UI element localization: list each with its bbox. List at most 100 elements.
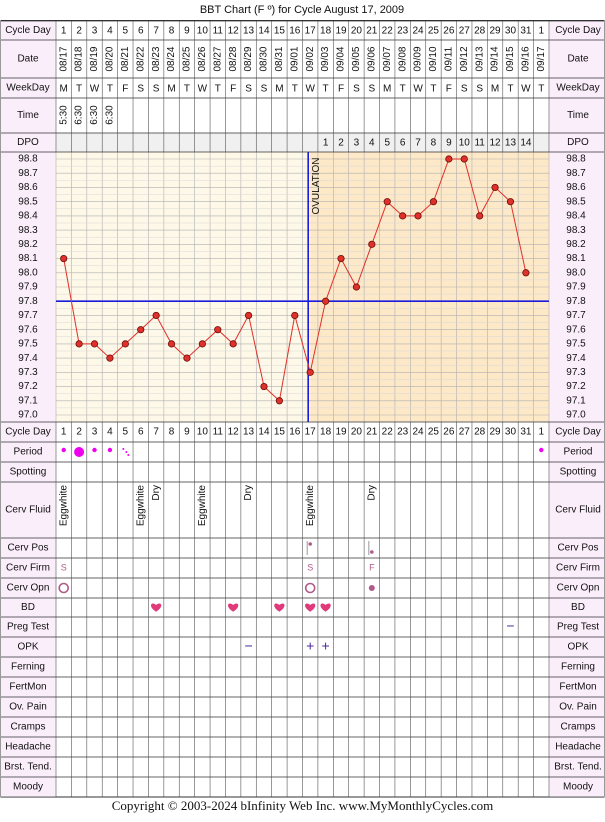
date-cell: 08/20: [105, 46, 116, 71]
cerv-fluid-label: Dry: [243, 485, 254, 501]
date-cell: 08/28: [228, 46, 239, 71]
temperature-point: [183, 354, 191, 362]
bd-heart-icon: [228, 603, 239, 612]
weekday-cell: W: [198, 84, 208, 95]
date-cell: 09/05: [351, 46, 362, 71]
temperature-point: [476, 212, 484, 220]
y-tick-label-left: 97.1: [18, 395, 38, 406]
cycle-day-cell: 10: [197, 427, 209, 438]
dpo-cell: 7: [415, 138, 421, 149]
cerv-fluid-label: Eggwhite: [305, 485, 316, 527]
cycle-day-cell: 1: [61, 427, 67, 438]
cycle-day-cell: 29: [490, 427, 502, 438]
dpo-cell: 3: [354, 138, 360, 149]
weekday-cell: W: [90, 84, 100, 95]
y-tick-label-right: 98.2: [566, 239, 586, 250]
row-label-right-opk: OPK: [567, 642, 588, 653]
row-label-cerv_pos: Cerv Pos: [7, 543, 48, 554]
y-tick-label-right: 97.7: [566, 310, 586, 321]
row-label-right-weekday: WeekDay: [556, 83, 599, 94]
cerv-fluid-label: Dry: [151, 485, 162, 501]
cerv-fluid-label: Eggwhite: [197, 485, 208, 527]
row-label-cerv_opn: Cerv Opn: [7, 583, 50, 594]
period-marker-light: [92, 447, 97, 453]
y-tick-label-right: 98.8: [566, 154, 586, 165]
cycle-day-cell: 26: [443, 26, 455, 37]
cycle-day-cell: 21: [366, 427, 378, 438]
cycle-day-cell: 6: [138, 26, 144, 37]
dpo-cell: 11: [474, 138, 485, 149]
period-marker-heavy: [74, 447, 85, 457]
cycle-day-cell: 31: [520, 427, 532, 438]
dpo-cell: 8: [431, 138, 437, 149]
y-tick-label-right: 98.4: [566, 211, 586, 222]
cycle-day-cell: 15: [274, 427, 286, 438]
row-label-right-ov_pain: Ov. Pain: [559, 702, 597, 713]
date-cell: 09/03: [320, 46, 331, 71]
date-cell: 08/25: [182, 46, 193, 71]
row-label-right-cerv_pos: Cerv Pos: [557, 543, 598, 554]
cycle-day-cell: 19: [335, 427, 347, 438]
bd-heart-icon: [151, 603, 162, 612]
y-tick-label-left: 97.7: [18, 310, 38, 321]
temperature-point: [121, 340, 129, 348]
date-cell: 09/01: [289, 46, 300, 71]
cycle-day-cell: 30: [505, 26, 517, 37]
weekday-cell: M: [167, 84, 175, 95]
cerv-pos-high-marker: [308, 542, 312, 546]
opk-result: −: [244, 638, 252, 654]
y-tick-label-left: 98.2: [18, 239, 38, 250]
y-tick-label-left: 98.3: [18, 225, 38, 236]
date-cell: 08/18: [74, 46, 85, 71]
weekday-cell: M: [60, 84, 68, 95]
row-label-right-cycle_day: Cycle Day: [555, 427, 601, 438]
y-tick-label-left: 97.9: [18, 282, 38, 293]
weekday-cell: S: [137, 84, 144, 95]
dpo-cell: 4: [369, 138, 375, 149]
temperature-point: [198, 340, 206, 348]
temperature-point: [429, 198, 438, 206]
temperature-point: [460, 155, 468, 163]
cycle-day-cell: 31: [520, 26, 532, 37]
temperature-point: [137, 326, 145, 334]
cycle-day-cell: 3: [92, 26, 98, 37]
cycle-day-cell: 8: [169, 26, 175, 37]
temperature-point: [275, 397, 283, 405]
cycle-day-cell: 1: [539, 26, 545, 37]
date-cell: 09/11: [443, 46, 454, 71]
date-cell: 08/30: [259, 46, 270, 71]
y-tick-label-left: 97.6: [18, 324, 38, 335]
cycle-day-cell: 28: [474, 427, 486, 438]
row-label-moody: Moody: [13, 782, 43, 793]
date-cell: 09/10: [428, 46, 439, 71]
row-label-brst_tend: Brst. Tend.: [4, 762, 52, 773]
cycle-day-cell: 5: [123, 26, 129, 37]
date-cell: 09/17: [536, 46, 547, 71]
date-cell: 09/06: [366, 46, 377, 71]
y-tick-label-right: 97.2: [566, 381, 586, 392]
date-cell: 08/29: [243, 46, 254, 71]
row-label-right-dpo: DPO: [567, 137, 589, 148]
y-tick-label-left: 98.0: [18, 267, 38, 278]
cycle-day-cell: 8: [169, 427, 175, 438]
cycle-day-cell: 19: [335, 26, 347, 37]
cycle-day-cell: 27: [459, 26, 471, 37]
cycle-day-cell: 14: [258, 427, 270, 438]
cycle-day-cell: 20: [351, 26, 363, 37]
y-tick-label-left: 97.0: [18, 410, 38, 421]
temperature-point: [90, 340, 99, 348]
temperature-point: [337, 254, 345, 263]
date-cell: 09/07: [382, 46, 393, 71]
cycle-day-cell: 18: [320, 26, 332, 37]
temperature-point: [322, 297, 330, 305]
y-tick-label-left: 97.5: [18, 339, 38, 350]
weekday-cell: S: [261, 84, 268, 95]
row-label-ferning: Ferning: [11, 662, 45, 673]
date-cell: 09/08: [397, 46, 408, 71]
temperature-point: [414, 212, 422, 220]
date-cell: 09/16: [521, 46, 532, 71]
temperature-point: [383, 198, 391, 206]
date-cell: 09/15: [505, 46, 516, 71]
y-tick-label-right: 98.3: [566, 225, 586, 236]
cerv-fluid-label: Eggwhite: [135, 485, 146, 527]
